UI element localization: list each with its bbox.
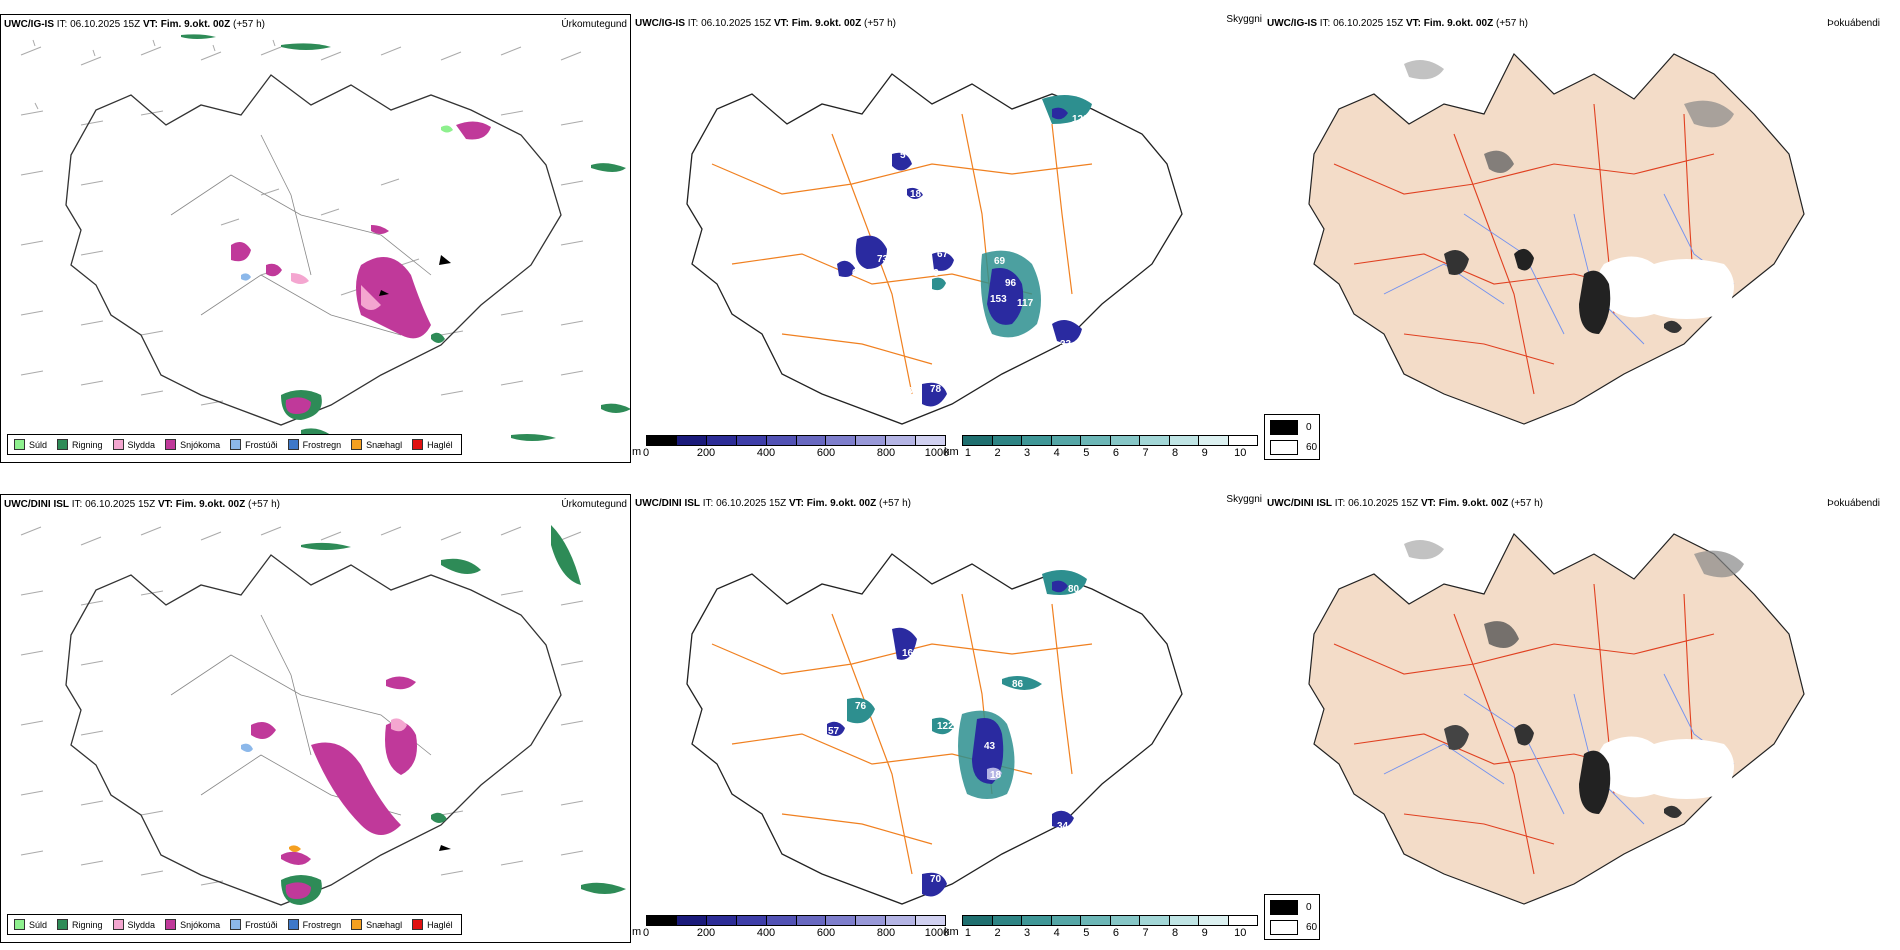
cloud-label: 73 [877,254,889,265]
precip-var-title: Úrkomutegund [561,19,627,30]
cloud-label: 18 [910,189,922,200]
cloud-label: 80 [1068,584,1080,595]
model-name: UWC/IG-IS [4,19,54,30]
wind-barbs [20,39,584,406]
sun-map-top [1308,52,1805,425]
ceiling-unit: m [632,926,642,938]
visibility-colorbar: 1 2 3 4 5 6 7 8 9 10 [962,435,1258,460]
sun-panel-bottom: UWC/DINI ISL IT: 06.10.2025 15Z VT: Fim.… [1264,494,1900,943]
precip-blobs [181,34,630,442]
cloud-label: 87 [907,386,919,397]
cloud-value-labels: 80 86 122 76 43 18 34 42 70 16 57 [828,584,1080,889]
cloud-label: 153 [990,294,1007,305]
precip-panel-bottom: UWC/DINI ISL IT: 06.10.2025 15Z VT: Fim.… [0,494,631,943]
iceland-outline [65,74,562,426]
sun-map-bottom [1308,532,1805,905]
sun-title-bottom: UWC/DINI ISL IT: 06.10.2025 15Z VT: Fim.… [1267,498,1543,509]
legend-item: Haglél [412,919,453,930]
legend-item: Rigning [57,439,103,450]
cloud-label: 69 [994,256,1006,267]
precip-legend: Súld Rigning Slydda Snjókoma Frostúði Fr… [7,914,462,935]
visibility-unit: km [944,446,959,458]
legend-item: Rigning [57,919,103,930]
cloud-label: 67 [937,249,949,260]
cloud-map-bottom: 80 86 122 76 43 18 34 42 70 16 57 [686,553,1183,905]
cloud-label: 103 [922,268,939,279]
cloud-label: 43 [984,741,996,752]
cloud-label: 128 [1072,114,1089,125]
legend-item: Snjókoma [165,439,220,450]
cloud-panel-bottom: 80 86 122 76 43 18 34 42 70 16 57 UWC/DI… [632,494,1264,943]
cloud-label: 117 [1017,298,1034,309]
legend-item: Súld [14,919,47,930]
legend-item: Snæhagl [351,439,402,450]
cloud-label: 16 [902,648,914,659]
cloud-label: 42 [910,878,922,889]
cloud-label: 33 [1060,339,1072,350]
sun-legend: 0 60 [1264,894,1320,940]
cloud-label: 18 [990,770,1002,781]
sun-panel-top: UWC/IG-IS IT: 06.10.2025 15Z VT: Fim. 9.… [1264,14,1900,463]
ceiling-colorbar: 0 200 400 600 800 1000 [643,915,949,940]
sun-legend: 0 60 [1264,414,1320,460]
legend-item: Súld [14,439,47,450]
legend-item: Frostregn [287,439,341,450]
cloud-title-top: UWC/IG-IS IT: 06.10.2025 15Z VT: Fim. 9.… [635,18,896,29]
ceiling-unit: m [632,446,642,458]
legend-item: Frostúði [230,919,278,930]
legend-item: Snæhagl [351,919,402,930]
legend-item: Slydda [112,919,155,930]
cloud-value-labels: 73 68 67 103 69 96 153 117 128 87 78 33 … [852,114,1089,397]
legend-item: Frostregn [287,919,341,930]
precip-title-top: UWC/IG-IS IT: 06.10.2025 15Z VT: Fim. 9.… [4,19,265,30]
cloud-label: 76 [855,701,867,712]
sun-title-top: UWC/IG-IS IT: 06.10.2025 15Z VT: Fim. 9.… [1267,18,1528,29]
cloud-label: 68 [852,268,864,279]
precip-var-title: Úrkomutegund [561,499,627,510]
fog-blobs [1404,60,1734,334]
cloud-label: 78 [930,384,942,395]
cloud-map-top: 73 68 67 103 69 96 153 117 128 87 78 33 … [686,73,1183,425]
cloud-label: 86 [1012,679,1024,690]
cloud-panel-top: 73 68 67 103 69 96 153 117 128 87 78 33 … [632,14,1264,463]
precip-legend: Súld Rigning Slydda Snjókoma Frostúði Fr… [7,434,462,455]
legend-item: Frostúði [230,439,278,450]
cloud-blobs [837,95,1092,407]
cloud-var-title: Skyggni [1226,494,1262,505]
precip-panel-top: UWC/IG-IS IT: 06.10.2025 15Z VT: Fim. 9.… [0,14,631,463]
visibility-unit: km [944,926,959,938]
precip-map-bottom [20,525,626,906]
visibility-colorbar: 1 2 3 4 5 6 7 8 9 10 [962,915,1258,940]
cloud-label: 34 [1057,821,1069,832]
legend-item: Snjókoma [165,919,220,930]
cloud-var-title: Skyggni [1226,14,1262,25]
sun-var-title: Þokuábendi [1827,498,1880,509]
ceiling-colorbar: 0 200 400 600 800 1000 [643,435,949,460]
legend-item: Haglél [412,439,453,450]
legend-item: Slydda [112,439,155,450]
cloud-label: 57 [828,726,840,737]
cloud-label: 122 [937,721,954,732]
cloud-label: 70 [930,874,942,885]
cloud-label: 5 [900,150,906,161]
sun-var-title: Þokuábendi [1827,18,1880,29]
cloud-label: 96 [1005,278,1017,289]
cloud-title-bottom: UWC/DINI ISL IT: 06.10.2025 15Z VT: Fim.… [635,498,911,509]
precip-title-bottom: UWC/DINI ISL IT: 06.10.2025 15Z VT: Fim.… [4,499,280,510]
precip-map-top [20,34,630,442]
